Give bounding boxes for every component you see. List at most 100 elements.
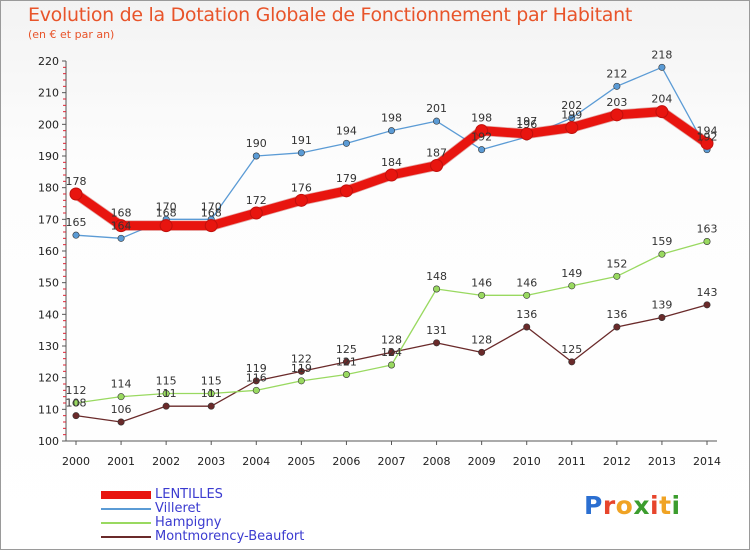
data-point <box>297 367 305 375</box>
y-tick-label: 220 <box>38 55 59 68</box>
data-point <box>117 418 125 426</box>
y-tick-label: 120 <box>38 372 59 385</box>
data-label: 136 <box>516 308 537 321</box>
data-point <box>207 389 215 397</box>
data-point <box>565 121 579 134</box>
data-label: 115 <box>156 375 177 388</box>
data-label: 159 <box>651 235 672 248</box>
x-tick-label: 2004 <box>242 455 270 468</box>
data-point <box>69 187 83 201</box>
y-tick-label: 210 <box>38 87 59 100</box>
data-point <box>523 291 531 299</box>
data-point <box>114 219 128 233</box>
data-label: 115 <box>201 375 222 388</box>
y-tick-label: 100 <box>38 435 59 448</box>
data-label: 128 <box>381 333 402 346</box>
x-tick-label: 2002 <box>152 455 180 468</box>
data-point <box>433 117 441 125</box>
data-label: 198 <box>381 112 402 125</box>
data-label: 136 <box>606 308 627 321</box>
data-label: 163 <box>697 223 718 236</box>
x-tick-label: 2001 <box>107 455 135 468</box>
legend-swatch <box>101 522 151 524</box>
data-point <box>613 82 621 90</box>
y-tick-label: 110 <box>38 403 59 416</box>
data-label: 114 <box>111 378 132 391</box>
data-label: 202 <box>561 99 582 112</box>
data-point <box>72 399 80 407</box>
data-label: 122 <box>291 352 312 365</box>
data-label: 198 <box>471 112 492 125</box>
data-label: 187 <box>426 147 447 160</box>
x-tick-label: 2011 <box>558 455 586 468</box>
data-point <box>72 412 80 420</box>
data-label: 111 <box>156 387 177 400</box>
data-point <box>610 108 624 122</box>
x-tick-label: 2003 <box>197 455 225 468</box>
data-label: 119 <box>291 362 312 375</box>
data-point <box>342 139 350 147</box>
data-point <box>658 63 666 71</box>
data-label: 199 <box>561 109 582 122</box>
data-label: 128 <box>471 333 492 346</box>
data-point <box>204 219 218 233</box>
data-label: 143 <box>697 286 718 299</box>
data-point <box>342 370 350 378</box>
data-label: 164 <box>111 219 132 232</box>
data-label: 119 <box>246 362 267 375</box>
data-label: 149 <box>561 267 582 280</box>
legend-label: Villeret <box>155 501 201 516</box>
data-label: 125 <box>336 343 357 356</box>
data-point <box>703 238 711 246</box>
data-point <box>159 219 173 233</box>
data-label: 179 <box>336 172 357 185</box>
data-point <box>658 250 666 258</box>
x-tick-label: 2009 <box>468 455 496 468</box>
data-label: 108 <box>66 397 87 410</box>
data-label: 204 <box>651 93 672 106</box>
logo-letter: x <box>633 491 650 520</box>
data-point <box>72 231 80 239</box>
data-point <box>252 152 260 160</box>
data-label: 125 <box>561 343 582 356</box>
y-tick-label: 160 <box>38 245 59 258</box>
data-point <box>252 386 260 394</box>
data-point <box>249 206 263 220</box>
data-label: 191 <box>291 134 312 147</box>
legend-item-montmorency-beaufort: Montmorency-Beaufort <box>101 529 361 545</box>
data-label: 152 <box>606 257 627 270</box>
legend-item-lentilles: LENTILLES <box>101 487 361 503</box>
data-point <box>568 358 576 366</box>
data-label: 170 <box>156 200 177 213</box>
logo-letter: i <box>671 491 681 520</box>
data-point <box>478 291 486 299</box>
data-point <box>297 149 305 157</box>
data-label: 148 <box>426 270 447 283</box>
x-tick-label: 2005 <box>287 455 315 468</box>
logo-letter: r <box>602 491 616 520</box>
data-point <box>297 377 305 385</box>
data-point <box>387 361 395 369</box>
legend-swatch <box>101 508 151 510</box>
data-label: 196 <box>516 118 537 131</box>
data-label: 172 <box>246 194 267 207</box>
data-point <box>478 146 486 154</box>
y-tick-label: 200 <box>38 118 59 131</box>
data-point <box>433 285 441 293</box>
x-tick-label: 2000 <box>62 455 90 468</box>
data-label: 194 <box>697 124 718 137</box>
legend-label: Montmorency-Beaufort <box>155 529 305 544</box>
data-point <box>703 301 711 309</box>
y-tick-label: 170 <box>38 213 59 226</box>
data-point <box>613 272 621 280</box>
data-label: 184 <box>381 156 402 169</box>
legend-label: LENTILLES <box>155 487 223 502</box>
data-label: 203 <box>606 96 627 109</box>
data-point <box>430 159 444 172</box>
x-tick-label: 2010 <box>513 455 541 468</box>
legend-item-hampigny: Hampigny <box>101 515 361 531</box>
data-label: 168 <box>201 207 222 220</box>
x-tick-label: 2014 <box>693 455 721 468</box>
x-tick-label: 2008 <box>423 455 451 468</box>
